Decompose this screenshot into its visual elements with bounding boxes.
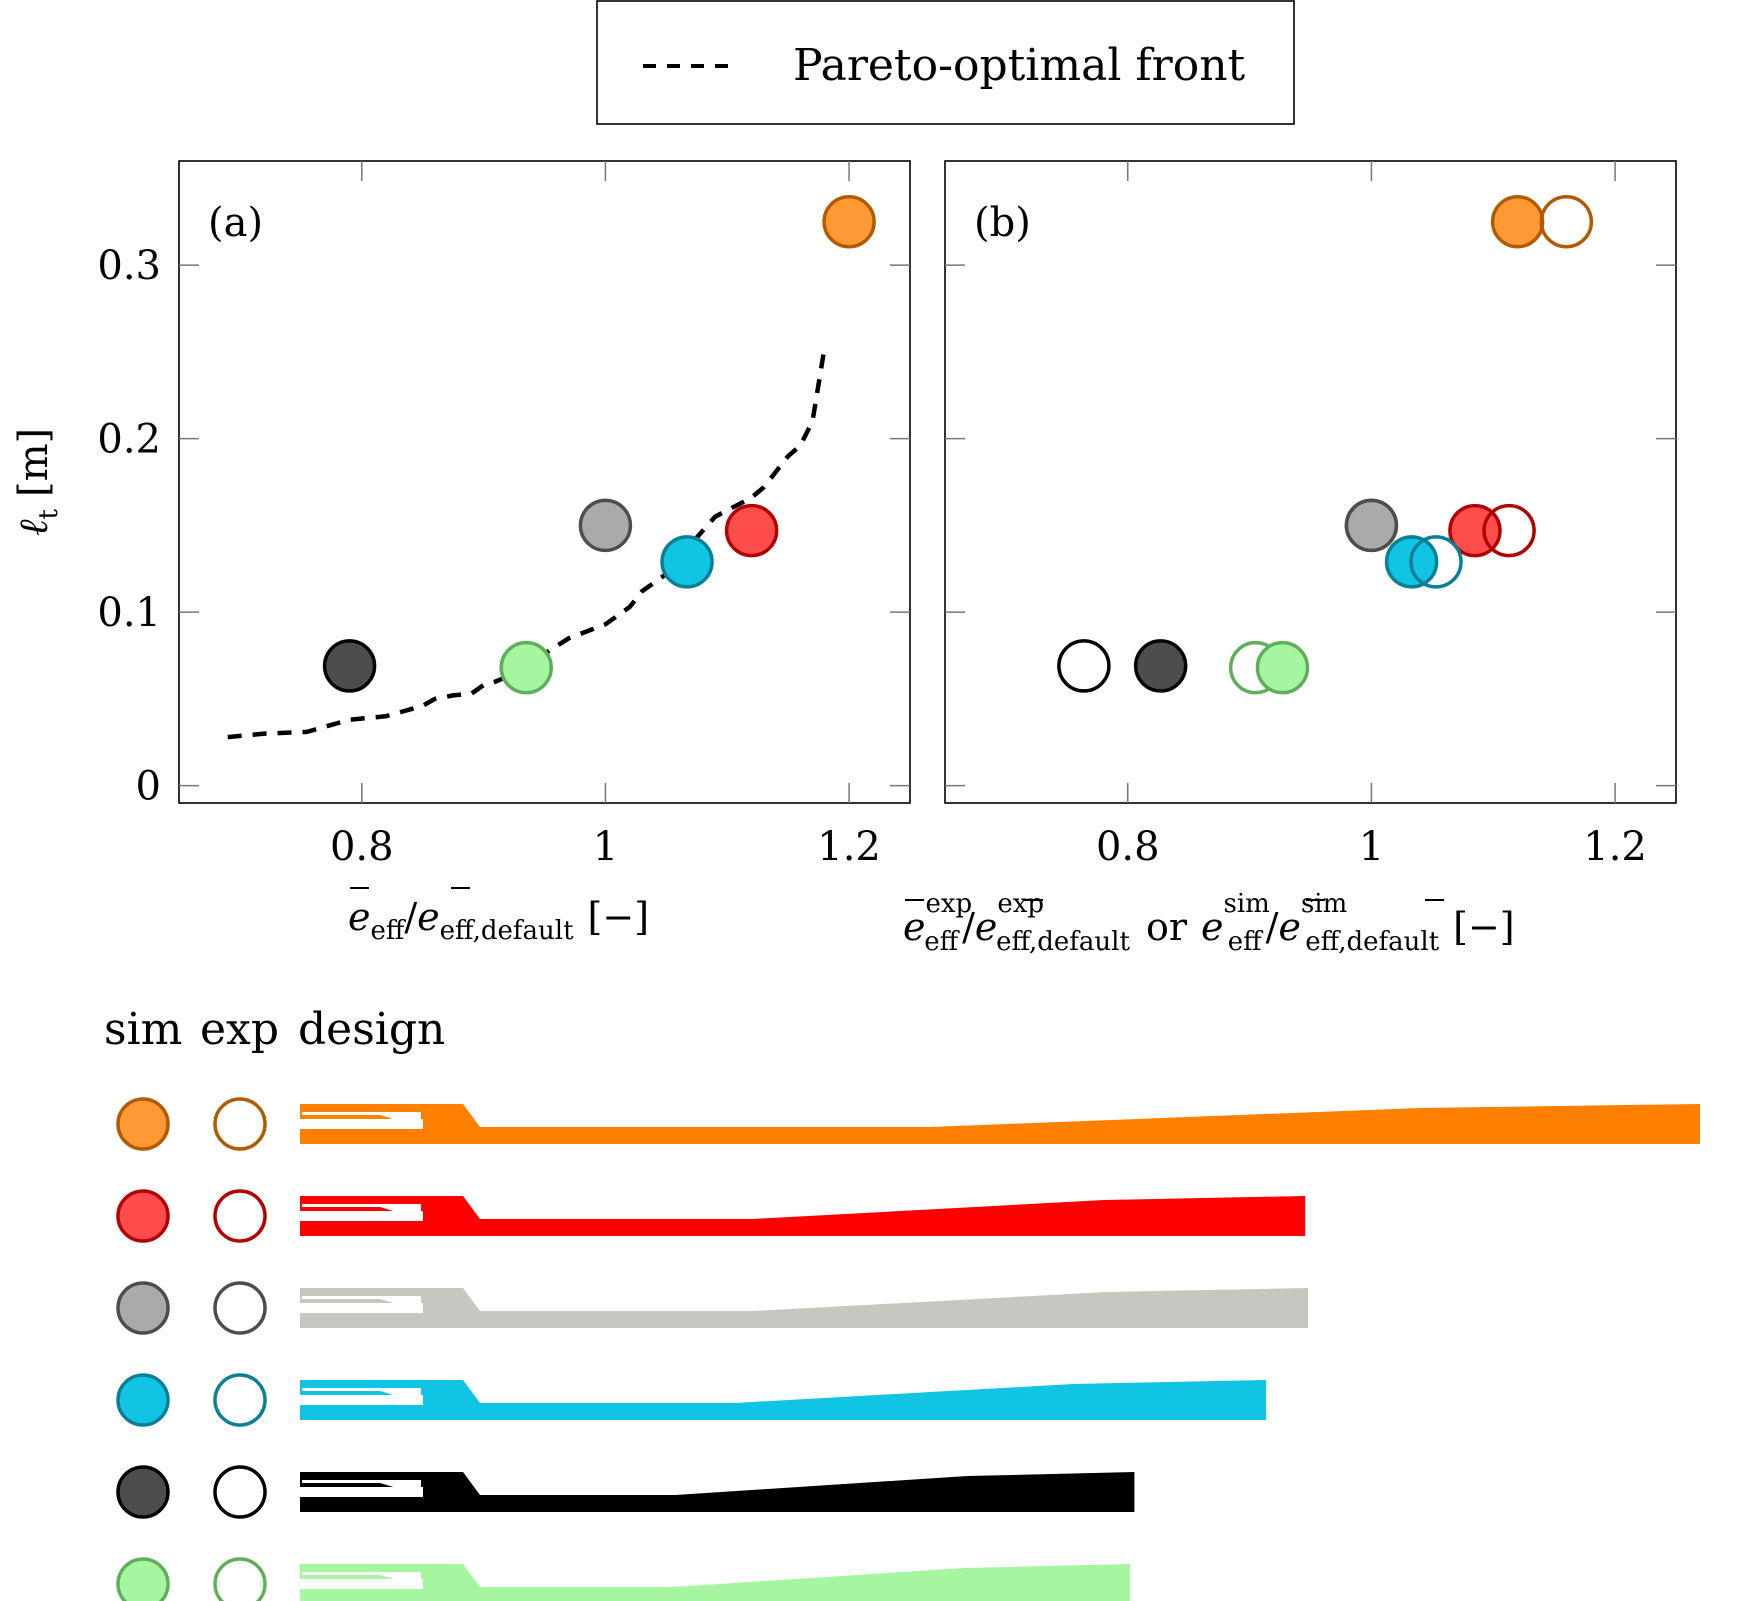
a-ytick-label: 0.1 [97,590,161,636]
a-point-red-sim [724,503,779,558]
xb-or: or [1146,905,1188,949]
row-gray-sim-marker [116,1281,170,1335]
xb-sub1: eff [924,927,960,957]
xb-e3: e [1201,905,1224,949]
xb-e4: e [1278,905,1301,949]
panel-a-frame [178,160,911,804]
xb-sep1: / [962,905,975,949]
row-black-sim-marker [116,1465,170,1519]
row-cyan-sim-marker [116,1373,170,1427]
row-orange-sim-marker [116,1097,170,1151]
xb-e2: e [975,905,998,949]
xa-e2: e [417,895,440,939]
row-orange-design-slot [302,1112,421,1121]
table-header-design: design [298,1004,445,1055]
row-red-exp-marker [213,1189,267,1243]
b-xtick-label: 1 [1359,824,1384,870]
row-black-design-shape [300,1472,1135,1512]
legend-pareto-label: Pareto-optimal front [793,40,1246,91]
xa-sub1: eff [371,916,407,946]
row-orange-design-shape [300,1104,1700,1144]
row-gray-exp-marker [213,1281,267,1335]
x-axis-label-a: eeff/eeff,default [−] [348,887,649,946]
row-cyan-exp-marker [213,1373,267,1427]
xb-unit: [−] [1453,905,1515,949]
xb-sub4: eff,default [1305,927,1439,957]
table-rows [116,1097,1700,1601]
svg-text:eeff/eeff,default[−]: eeff/eeff,default [−] [348,895,649,946]
x-axis-label-b: eexp eff/eexp eff,default or esim eff/esim eff… [903,889,1515,957]
xb-sup1: exp [926,889,973,919]
panel-b-frame [944,160,1677,804]
row-red-sim-marker [116,1189,170,1243]
a-ytick-label: 0.3 [97,243,161,289]
row-gray-design-slot [302,1296,421,1305]
svg-text:ℓt[m]: ℓt [m] [11,428,64,536]
a-ytick-label: 0 [136,764,161,810]
row-green-design-shape [300,1564,1131,1601]
xa-unit: [−] [588,895,650,939]
row-red-design-shape [300,1196,1306,1236]
panel-b-points [1057,194,1594,695]
row-black-exp-marker [213,1465,267,1519]
panel-b: (b) 0.8 1 1.2 eexp eff/eexp eff,default or esi… [903,160,1677,957]
xb-sup4: sim [1301,889,1347,919]
design-table: sim exp design [104,1004,1700,1601]
row-cyan-design-shape [300,1380,1266,1420]
row-orange-exp-marker [213,1097,267,1151]
row-green-design-slot [302,1572,421,1581]
b-point-orange-sim [1490,194,1545,249]
row-red-design-slot [302,1204,421,1213]
row-green-exp-marker [213,1557,267,1601]
b-xtick-label: 0.8 [1096,824,1160,870]
panel-a-points [322,194,876,695]
xa-sep: / [404,895,417,939]
xb-e1: e [903,905,926,949]
a-xtick-label: 1 [593,824,618,870]
y-label-symbol: ℓ [11,519,57,536]
b-point-black-sim [1133,639,1188,693]
b-point-cyan-exp [1409,535,1463,589]
panel-a-label: (a) [208,200,263,246]
a-xtick-label: 0.8 [330,824,394,870]
y-label-unit: [m] [11,428,57,497]
xb-sup3: sim [1223,889,1269,919]
xb-sep2: / [1266,905,1279,949]
b-point-green-sim [1255,640,1310,695]
b-xtick-label: 1.2 [1583,824,1647,870]
a-point-green-sim [499,640,553,695]
y-label-sub: t [34,508,64,519]
xa-e1: e [348,895,371,939]
panel-b-label: (b) [974,200,1031,246]
xb-sup2: exp [997,889,1044,919]
b-point-red-exp [1482,503,1536,558]
xb-sub3: eff [1228,927,1264,957]
b-point-orange-exp [1539,194,1594,249]
b-point-black-exp [1057,639,1111,693]
y-axis-label: ℓt [m] [11,428,64,536]
row-cyan-design-slot [302,1388,421,1397]
row-gray-design-shape [300,1288,1308,1328]
table-header-exp: exp [200,1004,279,1055]
row-black-design-slot [302,1480,421,1489]
panel-b-ticks: 0.8 1 1.2 [945,161,1676,870]
legend-box [596,0,1295,125]
panel-a: (a) 0.8 1 1.200.10.20.3 ℓt[m] eeff/eeff,de… [11,160,911,946]
a-ytick-label: 0.2 [97,417,161,463]
a-point-cyan-sim [660,535,714,589]
xa-sub2: eff,default [440,916,574,946]
a-xtick-label: 1.2 [817,824,881,870]
b-point-gray-exp [1344,498,1399,553]
table-header-sim: sim [104,1004,182,1055]
legend: Pareto-optimal front [596,0,1295,125]
a-point-black-sim [322,639,377,693]
row-green-sim-marker [116,1557,170,1601]
a-point-gray-sim [578,498,633,553]
a-point-orange-sim [822,194,876,249]
panel-a-ticks: 0.8 1 1.2 0 0.1 0.2 0.3 [97,161,910,870]
xb-sub2: eff,default [996,927,1130,957]
